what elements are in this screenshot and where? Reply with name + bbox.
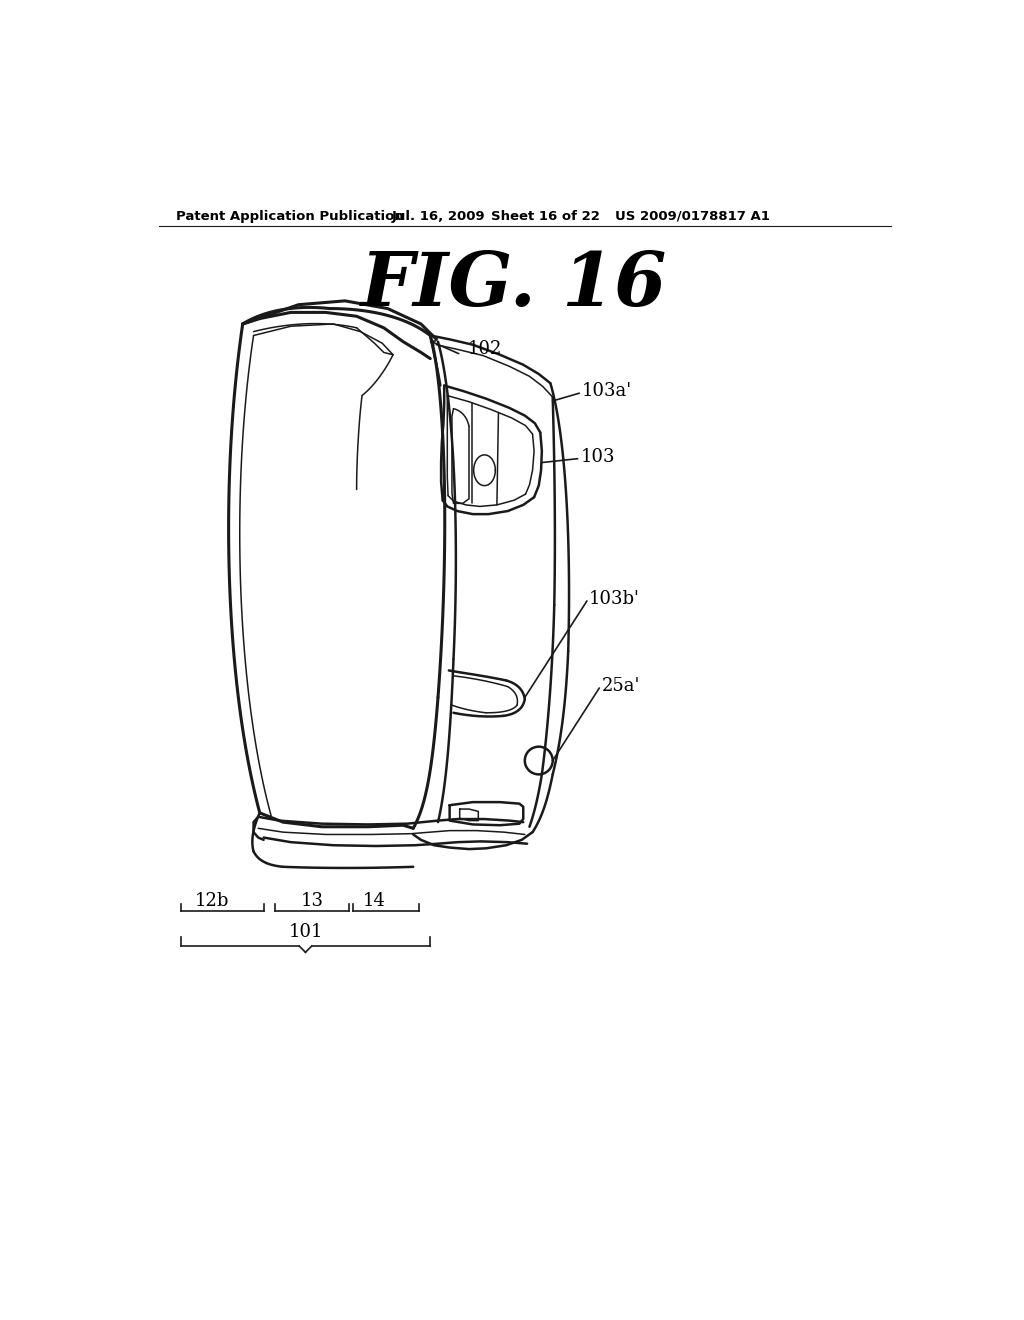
Text: 103: 103	[581, 449, 615, 466]
Text: US 2009/0178817 A1: US 2009/0178817 A1	[614, 210, 770, 223]
Text: FIG. 16: FIG. 16	[360, 249, 667, 322]
Text: 101: 101	[289, 923, 324, 941]
Text: 103a': 103a'	[583, 381, 632, 400]
Text: 102: 102	[467, 341, 502, 358]
Text: Sheet 16 of 22: Sheet 16 of 22	[490, 210, 600, 223]
Text: 14: 14	[364, 892, 386, 911]
Text: 12b: 12b	[195, 892, 229, 911]
Text: 25a': 25a'	[602, 677, 641, 694]
Text: 103b': 103b'	[589, 590, 640, 607]
Text: Patent Application Publication: Patent Application Publication	[176, 210, 403, 223]
Text: Jul. 16, 2009: Jul. 16, 2009	[391, 210, 485, 223]
Text: 13: 13	[301, 892, 324, 911]
